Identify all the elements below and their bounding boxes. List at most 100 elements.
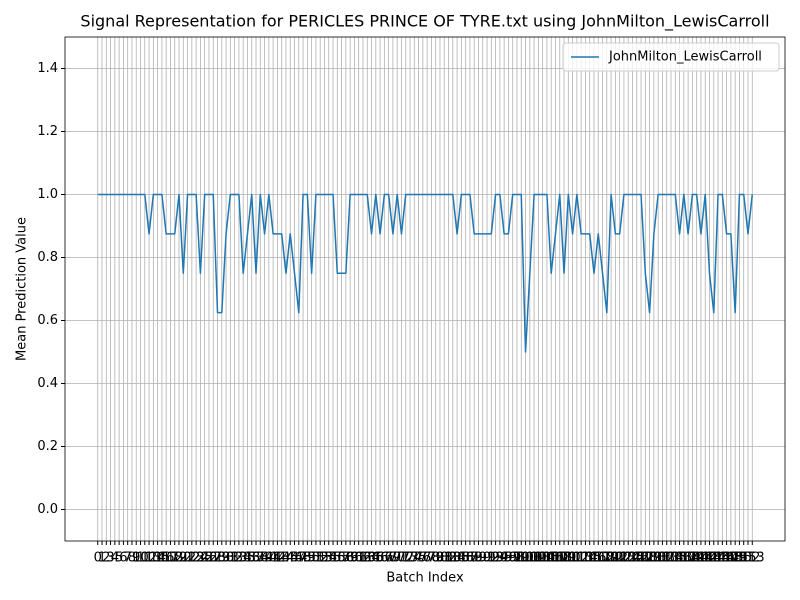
x-tick-label: 27 bbox=[205, 551, 222, 566]
x-tick-label: 4 bbox=[111, 551, 119, 566]
x-tick-label: 33 bbox=[231, 551, 248, 566]
x-tick-label: 139 bbox=[680, 551, 705, 566]
x-tick-label: 145 bbox=[706, 551, 731, 566]
x-tick-label: 125 bbox=[620, 551, 645, 566]
x-tick-label: 18 bbox=[166, 551, 183, 566]
x-tick-label: 1 bbox=[98, 551, 106, 566]
x-tick-label: 82 bbox=[440, 551, 457, 566]
x-tick-label: 50 bbox=[303, 551, 320, 566]
x-tick-label: 94 bbox=[492, 551, 509, 566]
x-tick-label: 88 bbox=[466, 551, 483, 566]
x-tick-label: 84 bbox=[449, 551, 466, 566]
x-tick-label: 102 bbox=[522, 551, 547, 566]
legend-box bbox=[562, 42, 780, 72]
x-tick-label: 66 bbox=[372, 551, 389, 566]
data-line bbox=[97, 193, 754, 353]
x-tick-label: 41 bbox=[265, 551, 282, 566]
y-axis-label: Mean Prediction Value bbox=[15, 217, 30, 361]
x-tick-label: 141 bbox=[689, 551, 714, 566]
x-tick-label: 45 bbox=[282, 551, 299, 566]
x-tick-label: 124 bbox=[616, 551, 641, 566]
y-tick-label: 1.2 bbox=[37, 124, 58, 139]
x-tick-label: 26 bbox=[201, 551, 218, 566]
x-tick-label: 113 bbox=[569, 551, 594, 566]
x-tick-label: 151 bbox=[731, 551, 756, 566]
x-tick-label: 137 bbox=[671, 551, 696, 566]
x-tick-label: 104 bbox=[530, 551, 555, 566]
x-tick-label: 86 bbox=[457, 551, 474, 566]
x-axis-label: Batch Index bbox=[386, 571, 464, 586]
x-tick-label: 15 bbox=[154, 551, 171, 566]
x-tick-label: 13 bbox=[145, 551, 162, 566]
x-tick-label: 89 bbox=[470, 551, 487, 566]
x-tick-label: 128 bbox=[633, 551, 658, 566]
x-tick-label: 77 bbox=[419, 551, 436, 566]
x-tick-label: 127 bbox=[629, 551, 654, 566]
x-tick-label: 136 bbox=[667, 551, 692, 566]
x-tick-label: 47 bbox=[291, 551, 308, 566]
x-tick-label: 126 bbox=[624, 551, 649, 566]
x-tick-label: 134 bbox=[659, 551, 684, 566]
x-tick-label: 25 bbox=[196, 551, 213, 566]
y-tick-label: 0.4 bbox=[37, 376, 58, 391]
x-tick-label: 95 bbox=[496, 551, 513, 566]
y-tick-label: 0.2 bbox=[37, 439, 58, 454]
x-tick-label: 59 bbox=[342, 551, 359, 566]
x-tick-label: 101 bbox=[517, 551, 542, 566]
chart-title: Signal Representation for PERICLES PRINC… bbox=[80, 12, 769, 32]
x-tick-label: 116 bbox=[582, 551, 607, 566]
y-tick-label: 1.0 bbox=[37, 187, 58, 202]
y-tick-label: 1.4 bbox=[37, 61, 58, 76]
x-tick-label: 43 bbox=[273, 551, 290, 566]
x-tick-label: 5 bbox=[115, 551, 123, 566]
x-tick-label: 74 bbox=[406, 551, 423, 566]
x-tick-label: 121 bbox=[603, 551, 628, 566]
x-tick-label: 48 bbox=[295, 551, 312, 566]
x-tick-label: 30 bbox=[218, 551, 235, 566]
x-tick-label: 2 bbox=[102, 551, 110, 566]
x-tick-label: 153 bbox=[740, 551, 765, 566]
x-tick-label: 90 bbox=[474, 551, 491, 566]
x-tick-label: 9 bbox=[132, 551, 140, 566]
x-tick-label: 103 bbox=[526, 551, 551, 566]
x-tick-label: 57 bbox=[333, 551, 350, 566]
x-tick-label: 152 bbox=[736, 551, 761, 566]
x-tick-label: 147 bbox=[714, 551, 739, 566]
x-tick-label: 54 bbox=[320, 551, 337, 566]
x-tick-label: 24 bbox=[192, 551, 209, 566]
x-tick-label: 46 bbox=[286, 551, 303, 566]
x-tick-label: 132 bbox=[650, 551, 675, 566]
x-tick-label: 78 bbox=[423, 551, 440, 566]
x-tick-label: 91 bbox=[479, 551, 496, 566]
x-tick-label: 117 bbox=[586, 551, 611, 566]
x-tick-label: 37 bbox=[248, 551, 265, 566]
x-tick-label: 73 bbox=[402, 551, 419, 566]
x-tick-label: 122 bbox=[607, 551, 632, 566]
x-tick-label: 97 bbox=[504, 551, 521, 566]
x-tick-label: 80 bbox=[432, 551, 449, 566]
x-tick-label: 42 bbox=[269, 551, 286, 566]
x-tick-label: 75 bbox=[410, 551, 427, 566]
x-tick-label: 11 bbox=[137, 551, 154, 566]
x-tick-label: 17 bbox=[162, 551, 179, 566]
x-tick-label: 100 bbox=[513, 551, 538, 566]
x-tick-label: 34 bbox=[235, 551, 252, 566]
x-tick-label: 39 bbox=[256, 551, 273, 566]
x-tick-label: 105 bbox=[535, 551, 560, 566]
x-tick-label: 111 bbox=[560, 551, 585, 566]
x-tick-label: 119 bbox=[594, 551, 619, 566]
x-tick-label: 114 bbox=[573, 551, 598, 566]
x-tick-label: 148 bbox=[718, 551, 743, 566]
x-tick-label: 19 bbox=[171, 551, 188, 566]
x-tick-label: 129 bbox=[637, 551, 662, 566]
x-tick-label: 0 bbox=[94, 551, 102, 566]
x-tick-label: 28 bbox=[209, 551, 226, 566]
x-tick-label: 133 bbox=[654, 551, 679, 566]
x-tick-label: 138 bbox=[676, 551, 701, 566]
x-tick-label: 140 bbox=[684, 551, 709, 566]
x-tick-label: 130 bbox=[641, 551, 666, 566]
x-tick-label: 83 bbox=[445, 551, 462, 566]
x-tick-label: 23 bbox=[188, 551, 205, 566]
y-tick-label: 0.0 bbox=[37, 502, 58, 517]
